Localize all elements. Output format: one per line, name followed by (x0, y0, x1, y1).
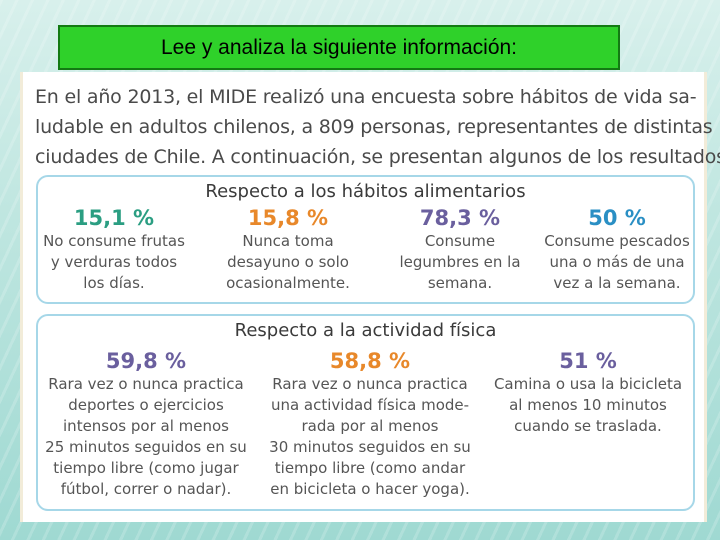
stat-item: 78,3 % Consume legumbres en la semana. (390, 205, 530, 294)
stat-item: 59,8 % Rara vez o nunca practica deporte… (40, 348, 252, 500)
stat-percent: 78,3 % (419, 206, 501, 230)
stat-percent: 50 % (588, 206, 646, 230)
desc-line: al menos 10 minutos (509, 396, 667, 414)
desc-line: Consume pescados (544, 232, 690, 250)
desc-line: una o más de una (549, 253, 685, 271)
stat-description: Rara vez o nunca practica deportes o eje… (40, 374, 252, 500)
stat-description: Consume legumbres en la semana. (390, 231, 530, 294)
stat-item: 51 % Camina o usa la bicicleta al menos … (488, 348, 688, 437)
desc-line: intensos por al menos (63, 417, 229, 435)
desc-line: vez a la semana. (553, 274, 681, 292)
desc-line: fútbol, correr o nadar). (60, 480, 232, 498)
desc-line: legumbres en la (399, 253, 521, 271)
desc-line: tiempo libre (como jugar (53, 459, 239, 477)
desc-line: deportes o ejercicios (68, 396, 224, 414)
stat-description: Consume pescados una o más de una vez a … (543, 231, 691, 294)
desc-line: los días. (83, 274, 145, 292)
content-card: En el año 2013, el MIDE realizó una encu… (20, 72, 720, 522)
desc-line: y verduras todos (50, 253, 178, 271)
desc-line: 25 minutos seguidos en su (45, 438, 247, 456)
eating-habits-section: Respecto a los hábitos alimentarios 15,1… (36, 175, 695, 304)
desc-line: cuando se traslada. (514, 417, 662, 435)
stat-percent: 15,1 % (73, 206, 155, 230)
stat-item: 50 % Consume pescados una o más de una v… (543, 205, 691, 294)
stat-description: Nunca toma desayuno o solo ocasionalment… (218, 231, 358, 294)
desc-line: No consume frutas (43, 232, 185, 250)
desc-line: semana. (427, 274, 493, 292)
instruction-text: Lee y analiza la siguiente información: (160, 35, 518, 59)
desc-line: desayuno o solo (227, 253, 349, 271)
section-title: Respecto a los hábitos alimentarios (205, 181, 526, 202)
desc-line: Camina o usa la bicicleta (493, 375, 683, 393)
physical-activity-section: Respecto a la actividad física 59,8 % Ra… (36, 314, 695, 511)
intro-line: ciudades de Chile. A continuación, se pr… (35, 146, 720, 168)
stat-percent: 51 % (559, 349, 617, 373)
section-title: Respecto a la actividad física (234, 320, 497, 341)
desc-line: en bicicleta o hacer yoga). (270, 480, 470, 498)
stat-percent: 15,8 % (247, 206, 329, 230)
stat-description: Camina o usa la bicicleta al menos 10 mi… (488, 374, 688, 437)
intro-paragraph: En el año 2013, el MIDE realizó una encu… (35, 82, 720, 172)
stat-percent: 59,8 % (105, 349, 187, 373)
desc-line: Rara vez o nunca practica (48, 375, 244, 393)
desc-line: Consume (424, 232, 496, 250)
stat-description: No consume frutas y verduras todos los d… (40, 231, 188, 294)
stat-percent: 58,8 % (329, 349, 411, 373)
intro-line: En el año 2013, el MIDE realizó una encu… (35, 86, 697, 108)
intro-line: ludable en adultos chilenos, a 809 perso… (35, 116, 713, 138)
stat-description: Rara vez o nunca practica una actividad … (264, 374, 476, 500)
desc-line: rada por al menos (301, 417, 439, 435)
instruction-banner: Lee y analiza la siguiente información: (58, 25, 620, 70)
desc-line: ocasionalmente. (226, 274, 350, 292)
desc-line: 30 minutos seguidos en su (269, 438, 471, 456)
desc-line: Nunca toma (242, 232, 334, 250)
stat-item: 58,8 % Rara vez o nunca practica una act… (264, 348, 476, 500)
stat-item: 15,1 % No consume frutas y verduras todo… (40, 205, 188, 294)
desc-line: tiempo libre (como andar (274, 459, 466, 477)
desc-line: una actividad física mode- (270, 396, 470, 414)
desc-line: Rara vez o nunca practica (272, 375, 468, 393)
stat-item: 15,8 % Nunca toma desayuno o solo ocasio… (218, 205, 358, 294)
